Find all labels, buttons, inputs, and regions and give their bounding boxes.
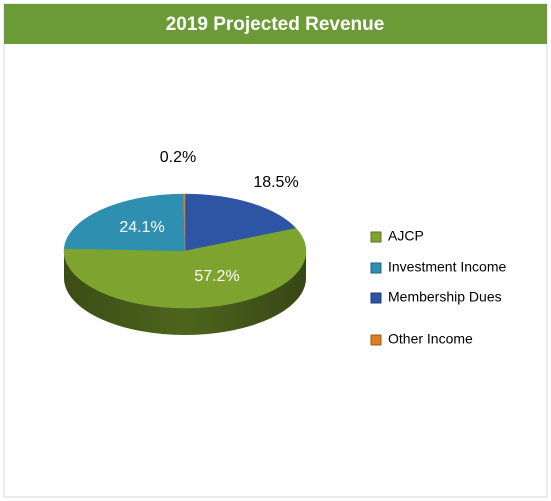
slice	[63, 193, 186, 252]
data-label: 24.1%	[119, 219, 164, 236]
title-banner	[4, 4, 547, 44]
legend-marker	[370, 334, 382, 346]
slice	[184, 193, 297, 252]
legend-label: Other Income	[388, 331, 473, 347]
legend-label: Membership Dues	[388, 289, 502, 305]
data-label: 0.2%	[160, 149, 196, 166]
legend-marker	[370, 262, 382, 274]
data-label: 57.2%	[194, 268, 239, 285]
legend-marker	[370, 292, 382, 304]
legend-marker	[370, 231, 382, 243]
chart-title: 2019 Projected Revenue	[166, 14, 385, 35]
pie: 57.2% 24.1% 18.5% 0.2%	[63, 149, 307, 335]
legend-label: AJCP	[388, 228, 424, 244]
slice	[183, 193, 186, 252]
data-label: 18.5%	[253, 174, 298, 191]
slice	[63, 228, 307, 309]
slice-side-shade	[64, 251, 306, 335]
legend: AJCP Investment Income Membership Dues Othe…	[370, 228, 506, 347]
legend-label: Investment Income	[388, 259, 506, 275]
